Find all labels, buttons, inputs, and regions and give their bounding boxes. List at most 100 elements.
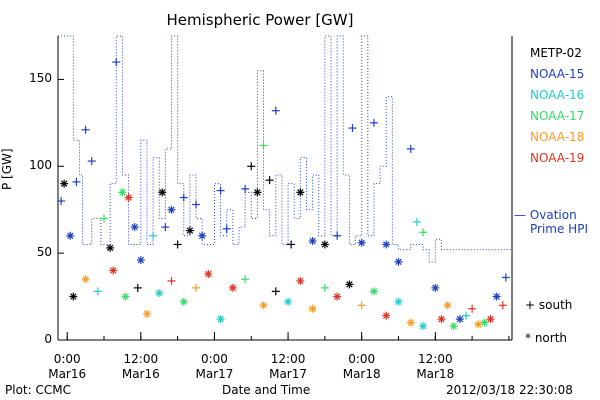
north-point [198,231,207,240]
north-point [185,226,194,235]
south-point [241,275,250,284]
north-point [158,188,167,197]
north-point [204,269,213,278]
north-point [455,315,464,324]
x-tick-label: 0:00 Mar17 [195,352,234,381]
north-point [480,318,489,327]
north-point [60,179,69,188]
north-point [142,309,151,318]
north-point [394,297,403,306]
north-point [109,266,118,275]
south-point [271,106,280,115]
south-point [287,240,296,249]
y-axis-label: P [GW] [0,148,14,190]
north-point [382,311,391,320]
south-point [173,240,182,249]
south-point [222,224,231,233]
north-point [228,283,237,292]
north-point [167,205,176,214]
south-point [192,200,201,209]
north-point [394,257,403,266]
y-tick-label: 50 [36,245,52,260]
south-point [112,58,121,67]
south-point [265,176,274,185]
north-point [443,301,452,310]
north-point [296,276,305,285]
south-point [247,162,256,171]
north-point [106,243,115,252]
north-point [308,304,317,313]
south-point [412,217,421,226]
north-point [449,322,458,331]
south-symbol-legend: + south [525,298,573,312]
legend-item-noaa-15: NOAA-15 [530,67,585,81]
legend-item-noaa-18: NOAA-18 [530,130,585,144]
south-point [81,125,90,134]
south-point [57,197,66,206]
south-point [179,193,188,202]
north-point [486,315,495,324]
north-point [437,315,446,324]
plot-credit: Plot: CCMC [5,383,71,397]
north-point [179,297,188,306]
north-point [345,280,354,289]
north-symbol-legend: * north [525,331,568,345]
north-point [333,292,342,301]
north-point [69,292,78,301]
south-point [216,186,225,195]
south-point [87,157,96,166]
north-point [284,297,293,306]
south-point [333,231,342,240]
y-tick-label: 100 [29,158,52,173]
south-point [149,231,158,240]
south-point [192,283,201,292]
south-point [100,214,109,223]
north-point [308,236,317,245]
north-point [121,292,130,301]
south-point [72,177,81,186]
south-point [259,141,268,150]
north-point [253,188,262,197]
ovation-hpi-line [58,35,512,263]
south-point [498,301,507,310]
north-point [155,289,164,298]
north-point [419,322,428,331]
south-point [461,311,470,320]
north-point [382,240,391,249]
x-tick-label: 0:00 Mar18 [342,352,381,381]
south-point [271,287,280,296]
south-point [167,276,176,285]
north-point [216,315,225,324]
ovation-legend-line2: Prime HPI [530,222,588,236]
north-point [369,287,378,296]
south-point [133,283,142,292]
legend-item-noaa-17: NOAA-17 [530,109,585,123]
north-point [431,283,440,292]
chart-title: Hemispheric Power [GW] [166,11,354,29]
south-point [369,118,378,127]
south-point [348,124,357,133]
legend: METP-02 NOAA-15 NOAA-16 NOAA-17 NOAA-18 … [530,43,584,169]
south-point [161,223,170,232]
legend-item-noaa-19: NOAA-19 [530,151,585,165]
north-point [130,223,139,232]
x-axis-label: Date and Time [222,383,311,397]
x-tick-label: 12:00 Mar17 [269,352,308,381]
south-point [419,228,428,237]
north-point [492,292,501,301]
south-point [241,184,250,193]
north-point [296,188,305,197]
north-point [124,193,133,202]
north-point [136,256,145,265]
north-point [320,240,329,249]
north-point [118,188,127,197]
north-point [357,238,366,247]
north-point [259,301,268,310]
y-tick-label: 150 [29,71,52,86]
plot-timestamp: 2012/03/18 22:30:08 [446,383,573,397]
south-point [320,283,329,292]
legend-item-metp-02: METP-02 [530,46,582,60]
south-point [406,144,415,153]
x-tick-label: 0:00 Mar16 [48,352,87,381]
